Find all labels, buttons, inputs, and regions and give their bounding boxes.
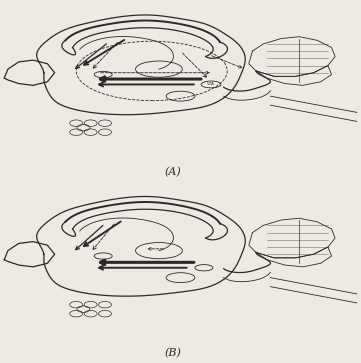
Text: (A): (A) (165, 167, 182, 177)
Text: (B): (B) (165, 348, 182, 359)
Text: VTA: VTA (207, 82, 215, 86)
